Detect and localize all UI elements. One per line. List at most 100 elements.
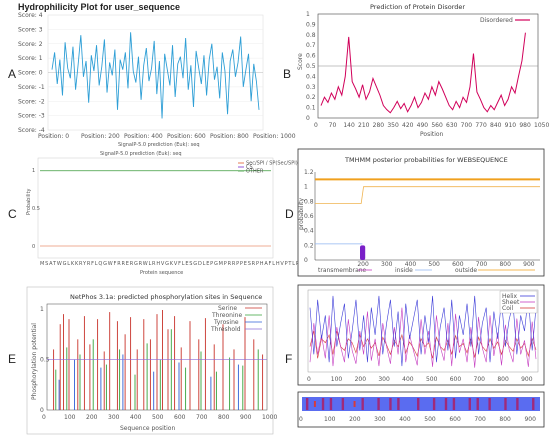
panel-e-ylabel: Phosphorylation potential xyxy=(31,323,38,400)
panel-f-legend-sheet: Sheet xyxy=(502,299,520,306)
panel-f-track-sheet-segment xyxy=(397,398,400,410)
panel-d-y-tick: 0.4 xyxy=(304,228,314,235)
panel-a-y-tick: Score: -3 xyxy=(18,113,45,120)
panel-a-y-tick: Score: -1 xyxy=(18,84,45,91)
panel-d-y-tick: 1 xyxy=(304,184,308,191)
panel-b-x-tick: 490 xyxy=(417,122,429,129)
panel-b-disorder: Prediction of Protein Disorder 0 0.1 0.2 0.… xyxy=(297,3,549,138)
panel-b-x-tick: 0 xyxy=(314,122,318,129)
panel-b-x-tick: 840 xyxy=(490,122,502,129)
panel-f-helix-line xyxy=(309,295,537,367)
panel-c-y-ticks: 00.51 xyxy=(32,168,40,250)
panel-a-x-tick: Position: 0 xyxy=(38,133,69,140)
panel-e-title: NetPhos 3.1a: predicted phosphorylation … xyxy=(70,293,262,301)
panel-b-y-tick: 0.5 xyxy=(306,63,316,70)
panel-b-x-tick: 280 xyxy=(373,122,385,129)
panel-e-legend-tyrosine: Tyrosine xyxy=(213,319,239,326)
panel-d-legend-inside: inside xyxy=(395,267,413,274)
panel-b-x-tick: 140 xyxy=(343,122,355,129)
panel-d-y-tick: 0.8 xyxy=(304,198,314,205)
panel-a-x-tick: Position: 600 xyxy=(167,133,206,140)
panel-b-y-tick: 0.1 xyxy=(306,105,316,112)
panel-f-track-x-ticks: 0 100 200 300 400 500 600 700 800 900 xyxy=(299,416,536,423)
panel-f-track-x-tick: 500 xyxy=(424,416,436,423)
panel-f-track-sheet-segment xyxy=(516,398,519,410)
panel-b-x-tick: 70 xyxy=(329,122,337,129)
panel-f-track-sheet-segment xyxy=(468,398,471,410)
panel-a-y-tick: Score: -2 xyxy=(18,98,45,105)
panel-f-track-sheet-segment xyxy=(341,398,345,410)
panel-b-legend-label: Disordered xyxy=(480,17,513,24)
panel-f-track-sheet-segment xyxy=(532,398,535,410)
panel-e-legend: Serine Threonine Tyrosine Threshold xyxy=(210,305,262,333)
panel-letter-f: F xyxy=(285,352,292,366)
panel-e-x-tick: 400 xyxy=(130,414,142,421)
panel-d-x-tick: 500 xyxy=(428,261,440,268)
panel-d-frame xyxy=(297,148,545,277)
panel-d-y-ticks: 0 0.2 0.4 0.6 0.8 1 1.2 xyxy=(304,169,314,264)
panel-b-x-tick: 350 xyxy=(387,122,399,129)
panel-e-y-ticks: 00.51 xyxy=(40,306,50,414)
panel-b-x-tick: 210 xyxy=(358,122,370,129)
panel-b-disorder-line xyxy=(320,32,526,114)
panel-f-x-tick: 200 xyxy=(355,376,367,383)
panel-f-coil-line xyxy=(309,330,537,359)
panel-f-track-sheet-segment xyxy=(377,398,380,410)
panel-c-plot-area xyxy=(37,157,274,259)
panel-b-y-tick: 0.2 xyxy=(306,94,316,101)
panel-f-track-sheet-segment xyxy=(329,398,333,410)
panel-letter-c: C xyxy=(8,207,17,221)
panel-a-y-tick: Score: -4 xyxy=(18,127,45,134)
panel-e-x-tick: 1000 xyxy=(262,414,277,421)
panel-letter-b: B xyxy=(283,67,291,81)
panel-f-x-tick: 600 xyxy=(450,376,462,383)
panel-f-track-x-tick: 100 xyxy=(324,416,336,423)
panel-f-track-x-tick: 200 xyxy=(349,416,361,423)
panel-f-track-coil-segment xyxy=(353,401,356,407)
panel-a-caption: SignalP-5.0 prediction (Euk): seq xyxy=(118,142,200,148)
panel-e-legend-threonine: Threonine xyxy=(211,312,242,319)
panel-e-y-tick: 0 xyxy=(40,407,44,414)
panel-d-transmembrane-bar xyxy=(360,245,366,260)
panel-e-x-tick: 700 xyxy=(196,414,208,421)
panel-d-x-tick: 400 xyxy=(405,261,417,268)
panel-c-legend: Sec/SPI / SP(Sec/SPI) CS OTHER xyxy=(238,161,298,175)
panel-e-x-tick: 900 xyxy=(240,414,252,421)
panel-e-x-tick: 800 xyxy=(218,414,230,421)
panel-letter-d: D xyxy=(285,207,294,221)
panel-b-xlabel: Position xyxy=(420,131,444,138)
panel-d-tmhmm: TMHMM posterior probabilities for WEBSEQ… xyxy=(297,148,545,277)
panel-f-track-sheet-segment xyxy=(488,398,491,410)
panel-d-x-tick: 800 xyxy=(499,261,511,268)
panel-letter-e: E xyxy=(8,352,16,366)
panel-f-track-x-tick: 600 xyxy=(449,416,461,423)
panel-f-track-sheet-segment xyxy=(504,398,507,410)
panel-e-x-tick: 600 xyxy=(174,414,186,421)
panel-f-x-tick: 400 xyxy=(402,376,414,383)
panel-b-ylabel: Score xyxy=(297,53,304,70)
panel-b-y-ticks: 0 0.1 0.2 0.3 0.4 0.5 0.6 0.7 0.8 0.9 1 xyxy=(306,11,316,122)
panel-f-track-sheet-segment xyxy=(361,398,364,410)
panel-f-x-tick: 500 xyxy=(426,376,438,383)
panel-a-x-tick: Position: 800 xyxy=(210,133,249,140)
panel-e-legend-serine: Serine xyxy=(218,305,237,312)
panel-b-y-tick: 0.3 xyxy=(306,84,316,91)
panel-e-x-tick: 0 xyxy=(42,414,46,421)
panel-e-x-ticks: 0 100 200 300 400 500 600 700 800 900 1000 xyxy=(42,414,277,421)
panel-b-y-tick: 0.6 xyxy=(306,53,316,60)
panel-a-y-ticks: Score: 4 Score: 3 Score: 2 Score: 1 Score: 0… xyxy=(18,12,45,134)
panel-b-x-tick: 700 xyxy=(461,122,473,129)
panel-b-y-tick: 1 xyxy=(306,11,310,18)
panel-f-x-tick: 800 xyxy=(497,376,509,383)
panel-e-x-tick: 500 xyxy=(152,414,164,421)
panel-c-y-tick: 0.5 xyxy=(32,206,40,212)
panel-e-y-tick: 0.5 xyxy=(40,357,50,364)
panel-b-y-tick: 0.7 xyxy=(306,42,316,49)
panel-e-x-tick: 300 xyxy=(108,414,120,421)
panel-b-x-tick: 630 xyxy=(446,122,458,129)
panel-c-legend-sec: Sec/SPI / SP(Sec/SPI) xyxy=(246,161,298,167)
panel-f-legend-helix: Helix xyxy=(502,293,518,300)
panel-e-y-tick: 1 xyxy=(40,306,44,313)
panel-d-legend-tm: transmembrane xyxy=(318,267,367,274)
panel-c-y-tick: 0 xyxy=(32,244,35,250)
